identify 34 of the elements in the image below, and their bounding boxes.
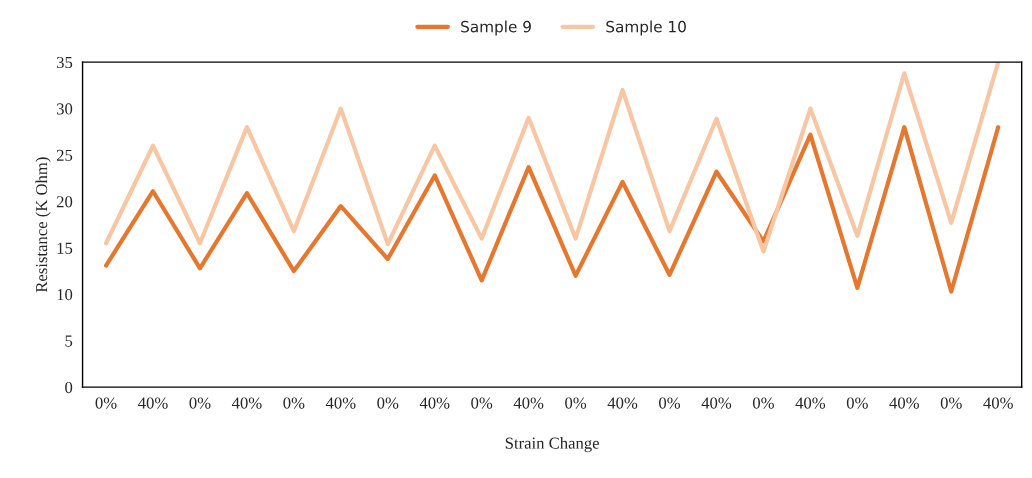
line-series [103, 125, 1001, 294]
line-series [103, 62, 1001, 254]
y-tick-label: 30 [56, 103, 73, 115]
x-tick-label: 0% [471, 397, 493, 409]
x-tick-label: 40% [607, 397, 638, 409]
x-tick-label: 0% [95, 397, 117, 409]
x-tick-label: 0% [659, 397, 681, 409]
y-tick-label: 35 [56, 56, 73, 69]
x-tick-label: 40% [513, 397, 544, 409]
x-tick-label: 0% [565, 397, 587, 409]
legend-label: Sample 9 [461, 20, 531, 36]
x-tick-label: 0% [940, 397, 962, 409]
x-tick-label: 0% [846, 397, 868, 409]
y-tick-label: 25 [56, 149, 73, 161]
x-tick-label: 0% [189, 397, 211, 409]
x-tick-label: 40% [231, 397, 262, 409]
x-tick-label: 0% [283, 397, 305, 409]
y-axis-title: Resistance (K Ohm) [35, 157, 51, 293]
x-tick-label: 40% [889, 397, 919, 409]
legend-label: Sample 10 [606, 20, 686, 36]
x-tick-label: 40% [138, 397, 168, 409]
x-tick-label: 40% [795, 397, 826, 409]
x-tick-label: 0% [752, 397, 774, 409]
x-tick-label: 0% [377, 397, 399, 409]
x-tick-label: 40% [325, 397, 356, 409]
x-tick-label: 40% [701, 397, 732, 409]
x-tick-label: 40% [419, 397, 450, 409]
x-tick-label: 40% [983, 397, 1013, 409]
x-axis-title: Strain Change [505, 437, 599, 453]
y-tick-label: 10 [57, 289, 73, 301]
y-tick-label: 20 [56, 196, 73, 208]
y-tick-label: 0 [65, 381, 73, 394]
y-tick-label: 5 [65, 335, 73, 347]
y-tick-label: 15 [57, 242, 73, 254]
